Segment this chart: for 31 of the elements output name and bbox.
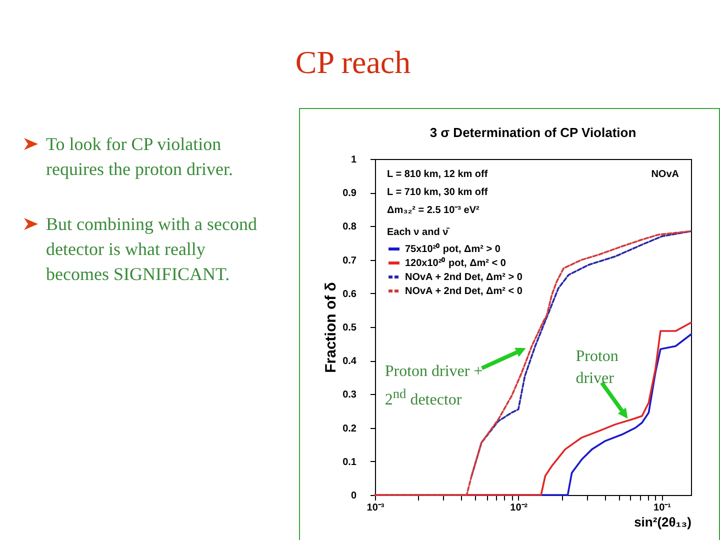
legend-label: NOvA + 2nd Det, Δm² > 0 — [405, 272, 523, 283]
annotation: Proton driver — [576, 346, 620, 389]
y-tick-label: 0.8 — [342, 222, 357, 233]
chart-title: CP reach — [294, 44, 412, 81]
annotation: NOvA — [651, 169, 679, 180]
y-tick-label: 0.6 — [342, 288, 357, 300]
annotation: L = 810 km, 12 km off — [387, 169, 488, 180]
y-tick-label: 0.5 — [342, 322, 357, 334]
y-tick-label: 1 — [350, 154, 357, 166]
y-tick-label: 0.4 — [342, 356, 357, 368]
chart-subtitle: 3 σ Determination of CP Violation — [430, 125, 636, 140]
legend-label: NOvA + 2nd Det, Δm² < 0 — [405, 286, 523, 297]
x-axis-title: sin²(2θ₁₃) — [634, 514, 692, 530]
text: To look for CP violation requires the proton driver. — [45, 133, 234, 181]
legend-title: Each ν and ν̄ — [387, 227, 450, 238]
x-tick-label: 10⁻¹ — [654, 502, 672, 514]
y-tick-label: 0 — [350, 490, 357, 502]
x-tick-label: 10⁻³ — [366, 502, 385, 514]
y-tick-label: 0.9 — [342, 188, 357, 200]
x-tick-label: 10⁻² — [510, 502, 528, 514]
y-tick-label: 0.7 — [342, 255, 357, 266]
y-axis-title: Fraction of δ — [322, 282, 340, 373]
annotation: L = 710 km, 30 km off — [387, 187, 488, 198]
text: But combining with a second detector is what really becomes SIGNIFICANT. — [45, 213, 258, 286]
legend-label: 120x10²⁰ pot, Δm² < 0 — [405, 257, 506, 269]
annotation: Proton driver + 2$^{nd}$ detector — [384, 362, 484, 410]
y-tick-label: 0.1 — [342, 456, 357, 468]
annotation: Δm₃₂² = 2.5 10⁻³ eV² — [387, 205, 480, 216]
y-tick-label: 0.3 — [342, 390, 357, 401]
y-tick-label: 0.2 — [342, 423, 357, 434]
legend-label: 75x10²⁰ pot, Δm² > 0 — [405, 243, 501, 255]
